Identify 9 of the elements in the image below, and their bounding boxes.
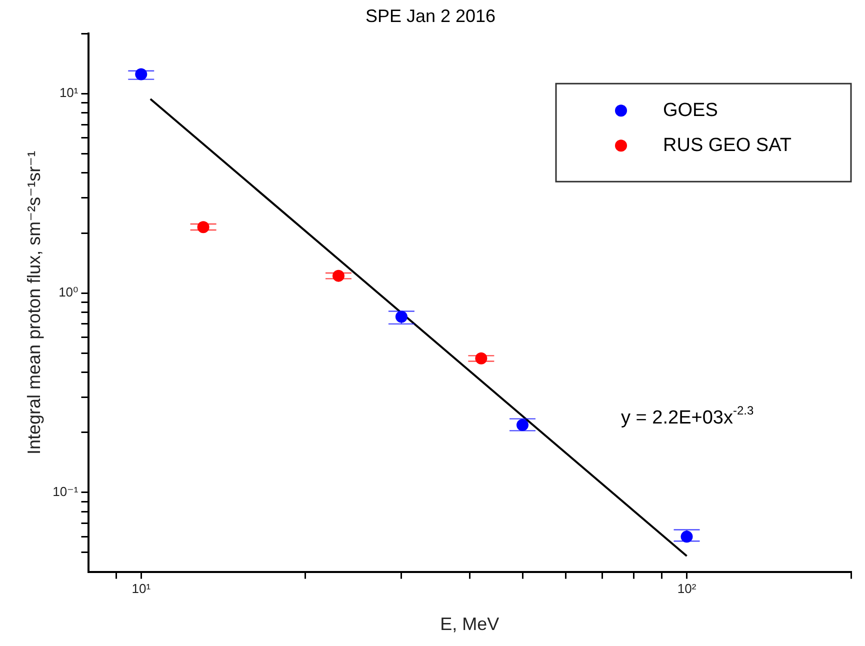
legend-label: GOES bbox=[663, 100, 718, 121]
y-tick-label: 10⁻¹ bbox=[52, 484, 79, 500]
x-axis-title: E, MeV bbox=[440, 614, 500, 634]
chart-title: SPE Jan 2 2016 bbox=[365, 6, 496, 26]
y-tick-label: 10¹ bbox=[59, 85, 79, 100]
y-tick-label: 10⁰ bbox=[58, 284, 78, 300]
y-axis-title: Integral mean proton flux, sm⁻²s⁻¹sr⁻¹ bbox=[24, 150, 44, 454]
x-tick-label: 10² bbox=[677, 581, 697, 596]
legend-label: RUS GEO SAT bbox=[663, 134, 792, 156]
